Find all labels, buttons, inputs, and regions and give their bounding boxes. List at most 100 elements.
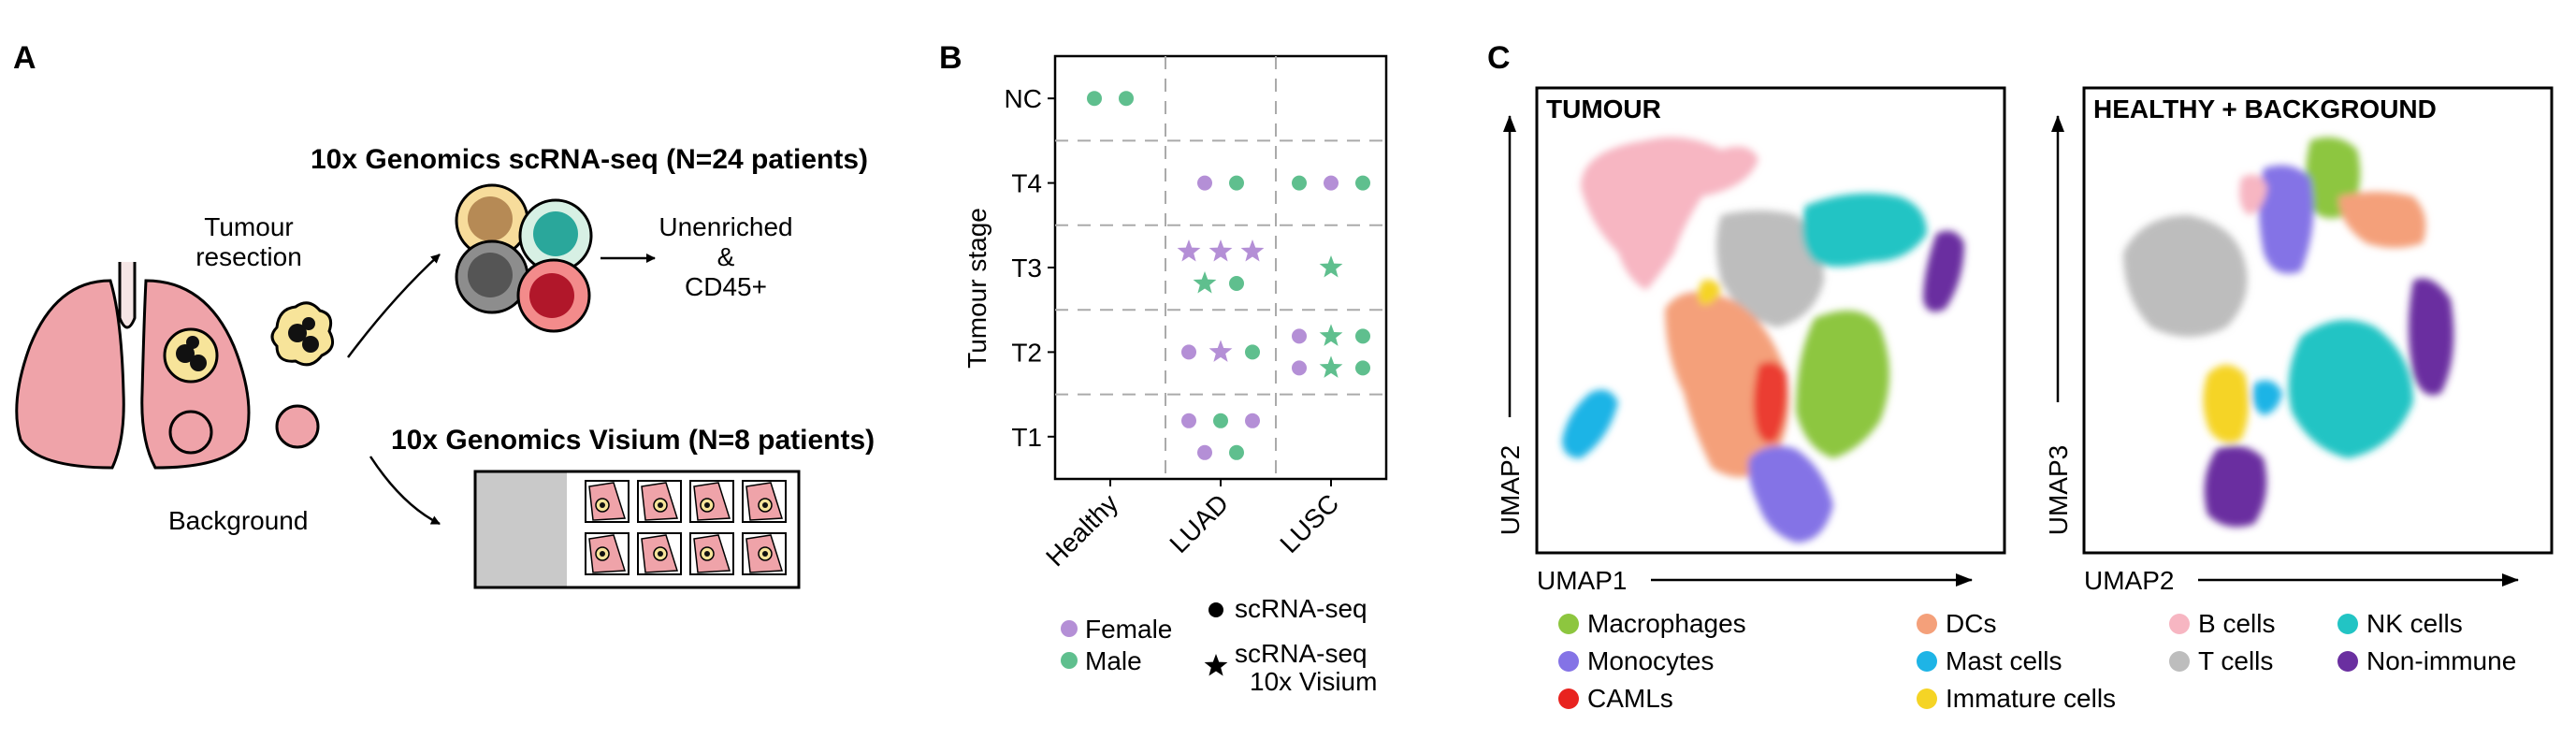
y-tick-label: T2 [1011, 338, 1042, 367]
dot-plot-dot [1119, 91, 1134, 107]
legend-scrna-label: scRNA-seq [1235, 594, 1368, 623]
dot-plot-grid [1055, 56, 1386, 479]
dot-plot-dot [1292, 360, 1307, 376]
dot-plot-x-ticks: Healthy LUAD LUSC [1040, 479, 1344, 572]
umap-legend-label: T cells [2198, 646, 2273, 675]
arrow-to-scrna [347, 254, 441, 358]
dot-plot-star [1319, 355, 1343, 378]
umap-tumour-title: TUMOUR [1546, 94, 1661, 123]
umap-tumour-ylabel: UMAP2 [1496, 445, 1525, 535]
umap-legend-swatch [2337, 614, 2358, 634]
umap-tumour: TUMOUR UMAP1 UMAP2 [1496, 86, 2006, 595]
dot-plot-star [1193, 271, 1217, 294]
panel-c-label: C [1487, 40, 1511, 76]
umap-legend-swatch [2169, 614, 2190, 634]
dot-plot-dot [1181, 344, 1196, 360]
dot-plot-dot [1087, 91, 1102, 107]
visium-tile [689, 480, 734, 523]
umap-legend-swatch [2169, 651, 2190, 672]
umap-legend-label: NK cells [2366, 609, 2463, 638]
dot-plot-dot [1245, 413, 1260, 428]
dot-plot-dot [1355, 175, 1370, 191]
umap-legend-label: B cells [2198, 609, 2275, 638]
visium-tile [585, 480, 630, 523]
visium-title: 10x Genomics Visium (N=8 patients) [391, 425, 875, 456]
visium-tile [689, 532, 734, 575]
dot-plot-legend: Female Male scRNA-seq scRNA-seq 10x Visi… [1061, 594, 1377, 696]
umap-legend-swatch [1917, 688, 1937, 709]
dot-plot-dot [1245, 344, 1260, 360]
umap-legend-swatch [1917, 651, 1937, 672]
background-sample [168, 410, 213, 455]
dot-plot-dot [1229, 444, 1244, 460]
visium-tile [585, 532, 630, 575]
dot-plot-dot [1197, 175, 1212, 191]
dot-plot-dot [1324, 175, 1339, 191]
panel-b-label: B [939, 40, 962, 76]
dot-plot-star [1177, 239, 1201, 262]
umap-legend-label: DCs [1946, 609, 1996, 638]
dot-plot-points [1087, 91, 1370, 460]
scrna-title: 10x Genomics scRNA-seq (N=24 patients) [311, 144, 868, 175]
umap-legend-label: Macrophages [1587, 609, 1746, 638]
unenriched-label: Unenriched [658, 212, 792, 241]
resected-tumour [270, 301, 335, 367]
dot-plot-dot [1229, 276, 1244, 291]
cd45-label: CD45+ [685, 272, 767, 301]
dot-plot-dot [1292, 328, 1307, 344]
umap-legend-label: Monocytes [1587, 646, 1714, 675]
dot-plot-star [1240, 239, 1265, 262]
dot-plot-star [1208, 239, 1233, 262]
dot-plot-dot [1355, 360, 1370, 376]
legend-both-label-2: 10x Visium [1250, 667, 1377, 696]
umap-legend-swatch [1558, 614, 1579, 634]
umap-legend-label: CAMLs [1587, 684, 1673, 713]
legend-female-swatch [1061, 620, 1078, 637]
dot-plot-ylabel: Tumour stage [962, 208, 991, 369]
umap-legend-swatch [1558, 651, 1579, 672]
umap-legend-swatch [1917, 614, 1937, 634]
dot-plot-star [1319, 255, 1343, 278]
umap-healthy-ylabel: UMAP3 [2044, 445, 2073, 535]
umap-legend-label: Immature cells [1946, 684, 2116, 713]
umap-healthy-title: HEALTHY + BACKGROUND [2093, 94, 2437, 123]
legend-male-swatch [1061, 652, 1078, 669]
x-tick-label: LUSC [1274, 488, 1344, 558]
dot-plot-star [1208, 340, 1233, 362]
dot-plot-dot [1355, 328, 1370, 344]
dot-plot-dot [1292, 175, 1307, 191]
resection-label-2: resection [195, 242, 302, 271]
legend-star-swatch [1204, 654, 1228, 676]
y-tick-label: NC [1005, 84, 1042, 113]
lungs-illustration [15, 262, 251, 470]
legend-scrna-swatch [1208, 602, 1223, 617]
legend-male-label: Male [1085, 646, 1142, 675]
dot-plot-dot [1229, 175, 1244, 191]
y-tick-label: T4 [1011, 169, 1042, 198]
umap-legend: Macrophages DCs B cells NK cells Monocytes Ma… [1558, 609, 2516, 713]
ampersand-label: & [717, 242, 735, 271]
y-tick-label: T3 [1011, 254, 1042, 283]
visium-tile [637, 532, 682, 575]
visium-slide [473, 470, 801, 589]
visium-tile [742, 480, 787, 523]
dot-plot-dot [1213, 413, 1228, 428]
resected-background [275, 404, 320, 449]
dot-plot-y-ticks: NC T4 T3 T2 T1 [1005, 84, 1055, 452]
umap-legend-swatch [1558, 688, 1579, 709]
x-tick-label: Healthy [1040, 488, 1123, 572]
resection-label-1: Tumour [204, 212, 293, 241]
umap-legend-label: Non-immune [2366, 646, 2516, 675]
arrow-to-visium [369, 456, 441, 526]
umap-healthy: HEALTHY + BACKGROUND UMAP2 UMAP3 [2044, 86, 2554, 595]
x-tick-label: LUAD [1164, 488, 1234, 558]
legend-female-label: Female [1085, 615, 1172, 644]
single-cells-illustration [455, 183, 593, 333]
legend-both-label-1: scRNA-seq [1235, 639, 1368, 668]
visium-tile [742, 532, 787, 575]
visium-tile [637, 480, 682, 523]
panel-a-label: A [13, 40, 36, 76]
umap-legend-label: Mast cells [1946, 646, 2062, 675]
dot-plot-dot [1197, 444, 1212, 460]
umap-legend-swatch [2337, 651, 2358, 672]
